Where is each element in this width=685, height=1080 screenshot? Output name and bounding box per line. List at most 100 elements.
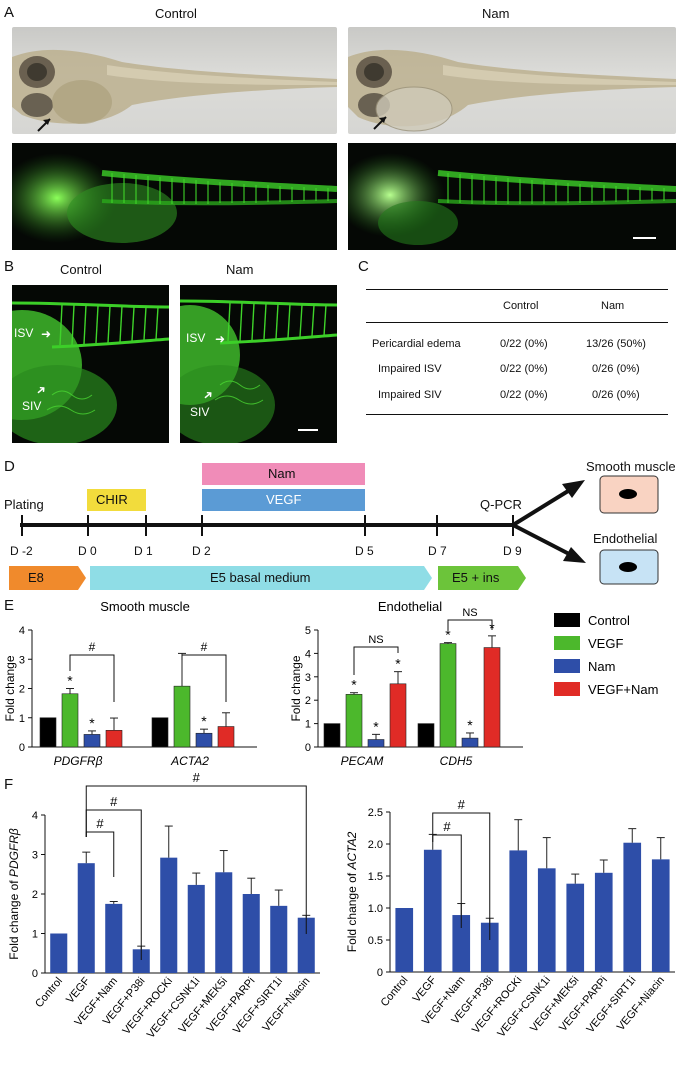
bracket-label: # [96, 816, 104, 831]
table-row-label: Pericardial edema [372, 338, 461, 350]
panel-label-b: B [4, 258, 15, 275]
y-tick-label: 1 [19, 713, 25, 725]
bar [132, 949, 150, 973]
panel-label-d: D [4, 458, 15, 475]
panel-label-e: E [4, 597, 15, 614]
bar [461, 737, 479, 748]
bar [50, 933, 68, 973]
bar [173, 685, 191, 748]
e5ins-medium-arrow [438, 566, 526, 590]
zebrafish-brightfield-control [12, 27, 337, 134]
panel-label-a: A [4, 4, 15, 21]
legend-swatch [554, 613, 580, 627]
y-tick-label: 0.5 [368, 935, 383, 947]
chir-bar [87, 489, 146, 511]
bracket-label: # [110, 794, 118, 809]
legend-label: VEGF+Nam [588, 682, 658, 697]
y-tick-label: 1.0 [368, 903, 383, 915]
table-row-label: Impaired ISV [378, 363, 442, 375]
day-label: D 2 [192, 544, 211, 558]
day-label: D 9 [503, 544, 522, 558]
comparison-bracket [353, 646, 399, 675]
bar [217, 726, 235, 748]
table-cell: 0/26 (0%) [592, 363, 640, 375]
legend-label: Control [588, 613, 630, 628]
y-tick-label: 2 [19, 684, 25, 696]
category-label: CDH5 [440, 754, 473, 768]
bar [509, 850, 528, 972]
bar [345, 694, 363, 748]
y-tick-label: 3 [305, 672, 311, 684]
y-tick-label: 2.0 [368, 839, 383, 851]
bar [151, 717, 169, 748]
bar [83, 734, 101, 748]
comparison-bracket [85, 831, 115, 877]
table-cell: 0/22 (0%) [500, 389, 548, 401]
y-tick-label: 4 [19, 625, 25, 637]
y-axis-label: Fold change [289, 655, 303, 721]
comparison-bracket [447, 619, 493, 630]
y-tick-label: 1 [32, 929, 38, 941]
chart-title: Smooth muscle [100, 599, 190, 614]
y-tick-label: 0 [19, 742, 25, 754]
bar [594, 872, 613, 972]
legend-label: VEGF [588, 636, 623, 651]
bar [395, 908, 414, 972]
e5ins-label: E5 + ins [452, 570, 500, 585]
panel-b-title-control: Control [60, 262, 102, 277]
significance-star: * [467, 717, 473, 733]
significance-star: * [351, 677, 357, 693]
panel-a-title-control: Control [155, 6, 197, 21]
bar [160, 857, 178, 973]
panel-label-f: F [4, 776, 14, 793]
isv-label-control: ISV [14, 326, 34, 340]
comparison-bracket [181, 654, 227, 702]
legend-swatch [554, 659, 580, 673]
isv-arrow-icon: ➜ [41, 327, 52, 341]
day-label: D 5 [355, 544, 374, 558]
table-rule-mid [366, 322, 668, 323]
bar [483, 647, 501, 748]
day-label: D -2 [10, 544, 33, 558]
y-tick-label: 3 [32, 850, 38, 862]
vessel-image-control [12, 285, 169, 443]
table-cell: 13/26 (50%) [586, 338, 646, 350]
bar [323, 723, 341, 748]
qpcr-label: Q-PCR [480, 497, 522, 512]
bracket-label: # [443, 819, 451, 834]
siv-label-control: SIV [22, 399, 42, 413]
zebrafish-brightfield-nam [348, 27, 676, 134]
bar [623, 842, 642, 972]
bracket-label: # [193, 770, 201, 785]
y-axis-label: Fold change of ACTA2 [345, 831, 359, 952]
panel-b-title-nam: Nam [226, 262, 254, 277]
table-cell: 0/22 (0%) [500, 363, 548, 375]
endothelial-label: Endothelial [593, 531, 658, 546]
table-rule-top [366, 289, 668, 290]
bar [566, 883, 585, 972]
y-tick-label: 1 [305, 719, 311, 731]
legend-label: Nam [588, 659, 615, 674]
y-axis-label: Fold change [3, 655, 17, 721]
category-label: Control [33, 975, 65, 1010]
vessel-image-nam [180, 285, 337, 443]
bar [195, 732, 213, 748]
y-tick-label: 4 [305, 648, 311, 660]
table-rule-bottom [366, 414, 668, 415]
bar [417, 723, 435, 748]
comparison-bracket [85, 809, 142, 960]
bar [187, 884, 205, 973]
significance-star: * [373, 718, 379, 734]
table-row-label: Impaired SIV [378, 389, 442, 401]
y-tick-label: 1.5 [368, 871, 383, 883]
bar [452, 915, 471, 972]
bracket-label: NS [368, 634, 383, 646]
significance-star: * [67, 673, 73, 689]
bar [367, 739, 385, 748]
category-label: PDGFRβ [54, 754, 103, 768]
bar [39, 717, 57, 748]
chir-label: CHIR [96, 492, 128, 507]
day-label: D 7 [428, 544, 447, 558]
day-label: D 1 [134, 544, 153, 558]
bar [61, 693, 79, 748]
